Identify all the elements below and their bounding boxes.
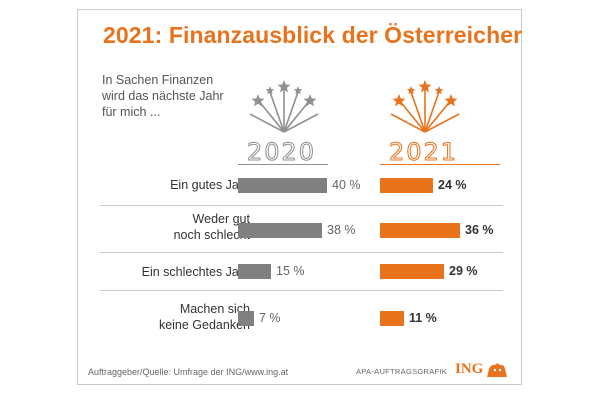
year-underline-2021 (380, 164, 500, 165)
series-label-2021: 2021 (388, 138, 459, 167)
fireworks-2021-icon (390, 80, 460, 133)
bar-2021-bad-year (380, 264, 444, 279)
source-note: Auftraggeber/Quelle: Umfrage der ING/www… (88, 367, 289, 377)
bar-2020-bad-year (238, 264, 271, 279)
year-underline-2020 (238, 164, 328, 165)
category-line: keine Gedanken (158, 318, 250, 332)
value-label-2020-neutral: 38 % (327, 223, 356, 237)
category-line: Ein gutes Jahr (170, 178, 250, 192)
row-divider (100, 290, 503, 291)
intro-line: In Sachen Finanzen (102, 73, 214, 87)
category-label-good-year: Ein gutes Jahr (170, 177, 250, 193)
category-label-no-thoughts: Machen sich keine Gedanken (159, 301, 250, 333)
bar-2021-no-thoughts (380, 311, 404, 326)
category-line: Ein schlechtes Jahr (141, 265, 250, 279)
bar-2021-good-year (380, 178, 433, 193)
category-line: Machen sich (179, 302, 250, 316)
category-label-bad-year: Ein schlechtes Jahr (142, 264, 250, 280)
value-label-2021-neutral: 36 % (465, 223, 494, 237)
category-line: noch schlecht (173, 228, 250, 242)
value-label-2020-bad-year: 15 % (276, 264, 305, 278)
intro-text: In Sachen Finanzen wird das nächste Jahr… (102, 72, 252, 120)
value-label-2020-good-year: 40 % (332, 178, 361, 192)
fireworks-2020-icon (249, 80, 319, 133)
intro-line: wird das nächste Jahr (102, 89, 224, 103)
ing-lion-icon (487, 363, 507, 377)
bar-2020-good-year (238, 178, 327, 193)
value-label-2021-good-year: 24 % (438, 178, 467, 192)
category-line: Weder gut (192, 212, 250, 226)
series-label-2020: 2020 (246, 138, 317, 167)
ing-logo-text: ING (455, 361, 484, 377)
value-label-2021-no-thoughts: 11 % (409, 311, 437, 325)
category-label-neutral: Weder gut noch schlecht (174, 211, 250, 243)
bar-2020-neutral (238, 223, 322, 238)
bar-2020-no-thoughts (238, 311, 254, 326)
value-label-2020-no-thoughts: 7 % (259, 311, 281, 325)
chart-title: 2021: Finanzausblick der Österreicher (103, 22, 523, 48)
intro-line: für mich ... (102, 105, 161, 119)
row-divider (100, 252, 503, 253)
graphic-frame (77, 9, 522, 385)
value-label-2021-bad-year: 29 % (449, 264, 478, 278)
agency-credit: APA-AUFTRAGSGRAFIK (356, 367, 448, 376)
bar-2021-neutral (380, 223, 460, 238)
row-divider (100, 205, 503, 206)
